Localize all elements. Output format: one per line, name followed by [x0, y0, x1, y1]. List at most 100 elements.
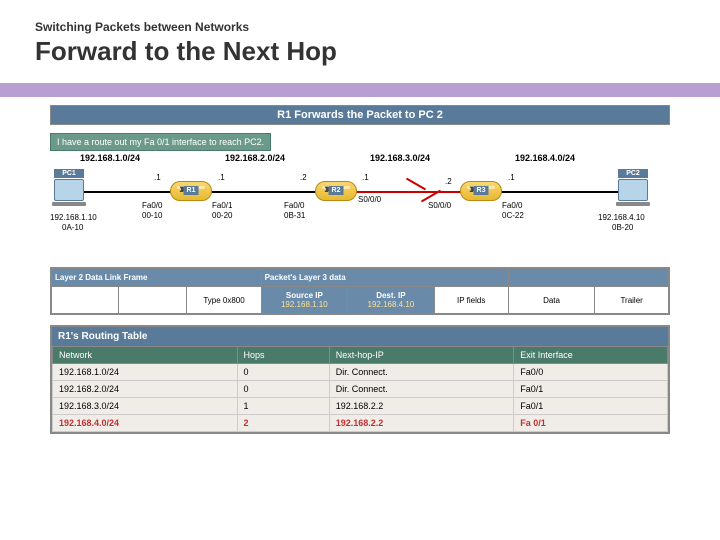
pc1-ip: 192.168.1.10 [50, 213, 97, 222]
pc1: PC1 [54, 169, 84, 206]
accent-bar [0, 83, 720, 97]
net-label-2: 192.168.2.0/24 [225, 153, 285, 163]
pc2: PC2 [618, 169, 648, 206]
rt-hops: 0 [237, 381, 329, 398]
rt-nh: Dir. Connect. [329, 364, 514, 381]
packet-ipfields: IP fields [434, 287, 508, 315]
table-row: 192.168.3.0/24 1 192.168.2.2 Fa0/1 [53, 398, 668, 415]
link-r2-r3 [350, 191, 470, 193]
packet-src: Source IP 192.168.1.10 [261, 287, 348, 315]
pc-icon [54, 179, 84, 201]
pc1-mac: 0A-10 [62, 223, 83, 232]
router-r2: ›› R2 [315, 181, 357, 201]
r2-s000-ip: .1 [362, 173, 369, 182]
r1-fa00-mac: 00-10 [142, 211, 162, 220]
src-val: 192.168.1.10 [265, 300, 345, 309]
content-area: R1 Forwards the Packet to PC 2 I have a … [0, 97, 720, 442]
pc-base-icon [52, 202, 86, 206]
r2-fa00-mac: 0B-31 [284, 211, 305, 220]
rt-col-nh: Next-hop-IP [329, 347, 514, 364]
router-icon: ›› R1 [170, 181, 212, 201]
rt-hops: 1 [237, 398, 329, 415]
pc2-label: PC2 [618, 169, 648, 178]
r1-fa00-label: Fa0/0 [142, 201, 162, 210]
rt-net: 192.168.1.0/24 [53, 364, 238, 381]
pc-base-icon [616, 202, 650, 206]
routing-table: Network Hops Next-hop-IP Exit Interface … [52, 346, 668, 432]
packet-type: Type 0x800 [187, 287, 261, 315]
dst-val: 192.168.4.10 [351, 300, 431, 309]
r2-label: R2 [329, 186, 344, 195]
rt-exit: Fa0/1 [514, 381, 668, 398]
packet-dmac [51, 287, 119, 315]
pc1-label: PC1 [54, 169, 84, 178]
slide-header: Switching Packets between Networks Forwa… [0, 0, 720, 73]
rt-exit: Fa0/1 [514, 398, 668, 415]
rt-net: 192.168.2.0/24 [53, 381, 238, 398]
link-r3-pc2 [500, 191, 620, 193]
routing-title: R1's Routing Table [52, 327, 668, 346]
r1-fa00-ip: .1 [154, 173, 161, 182]
rt-exit: Fa0/0 [514, 364, 668, 381]
network-topology: 192.168.1.0/24 192.168.2.0/24 192.168.3.… [50, 153, 670, 263]
l2-header: Layer 2 Data Link Frame [51, 268, 261, 287]
router-r1: ›› R1 [170, 181, 212, 201]
r1-label: R1 [184, 186, 199, 195]
rt-nh: 192.168.2.2 [329, 415, 514, 432]
link-pc1-r1 [84, 191, 184, 193]
l3-header: Packet's Layer 3 data [261, 268, 508, 287]
pc-icon [618, 179, 648, 201]
r1-fa01-label: Fa0/1 [212, 201, 232, 210]
packet-trailer: Trailer [595, 287, 669, 315]
rt-col-net: Network [53, 347, 238, 364]
table-row: 192.168.2.0/24 0 Dir. Connect. Fa0/1 [53, 381, 668, 398]
r2-fa00-label: Fa0/0 [284, 201, 304, 210]
router-arrows-icon: ›› [469, 180, 472, 196]
net-label-4: 192.168.4.0/24 [515, 153, 575, 163]
l3-header-pad [508, 268, 669, 287]
pc2-ip: 192.168.4.10 [598, 213, 645, 222]
rt-hops: 2 [237, 415, 329, 432]
table-row: 192.168.4.0/24 2 192.168.2.2 Fa 0/1 [53, 415, 668, 432]
r3-s000-label: S0/0/0 [428, 201, 451, 210]
dst-hdr: Dest. IP [351, 291, 431, 300]
r3-fa00-label: Fa0/0 [502, 201, 522, 210]
link-r1-r2 [210, 191, 320, 193]
r1-fa01-mac: 00-20 [212, 211, 232, 220]
rt-col-hops: Hops [237, 347, 329, 364]
rt-nh: 192.168.2.2 [329, 398, 514, 415]
router-r3: ›› R3 [460, 181, 502, 201]
r2-s000-label: S0/0/0 [358, 195, 381, 204]
rt-net: 192.168.4.0/24 [53, 415, 238, 432]
serial-zig1 [406, 178, 426, 191]
router-arrows-icon: ›› [324, 180, 327, 196]
r3-s000-ip: .2 [445, 177, 452, 186]
packet-dst: Dest. IP 192.168.4.10 [348, 287, 435, 315]
packet-data: Data [508, 287, 595, 315]
net-label-1: 192.168.1.0/24 [80, 153, 140, 163]
net-label-3: 192.168.3.0/24 [370, 153, 430, 163]
rt-hops: 0 [237, 364, 329, 381]
table-row: 192.168.1.0/24 0 Dir. Connect. Fa0/0 [53, 364, 668, 381]
diagram-title: R1 Forwards the Packet to PC 2 [50, 105, 670, 125]
src-hdr: Source IP [265, 291, 345, 300]
rt-net: 192.168.3.0/24 [53, 398, 238, 415]
r3-label: R3 [474, 186, 489, 195]
packet-smac [119, 287, 187, 315]
packet-table: Layer 2 Data Link Frame Packet's Layer 3… [50, 267, 670, 315]
rt-nh: Dir. Connect. [329, 381, 514, 398]
rt-exit: Fa 0/1 [514, 415, 668, 432]
slide-subtitle: Switching Packets between Networks [35, 20, 685, 34]
r2-fa00-ip: .2 [300, 173, 307, 182]
r3-fa00-mac: 0C-22 [502, 211, 524, 220]
slide-title: Forward to the Next Hop [35, 36, 685, 67]
router-icon: ›› R2 [315, 181, 357, 201]
r3-fa00-ip: .1 [508, 173, 515, 182]
r1-fa01-ip: .1 [218, 173, 225, 182]
pc2-mac: 0B-20 [612, 223, 633, 232]
speech-bubble: I have a route out my Fa 0/1 interface t… [50, 133, 271, 151]
rt-col-exit: Exit Interface [514, 347, 668, 364]
routing-table-wrap: R1's Routing Table Network Hops Next-hop… [50, 325, 670, 434]
router-arrows-icon: ›› [179, 180, 182, 196]
router-icon: ›› R3 [460, 181, 502, 201]
